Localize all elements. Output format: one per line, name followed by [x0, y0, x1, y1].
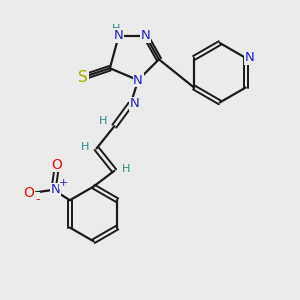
- Text: +: +: [59, 178, 69, 188]
- Text: -: -: [35, 193, 39, 206]
- Text: H: H: [122, 164, 130, 174]
- Text: N: N: [114, 29, 124, 42]
- Text: N: N: [133, 74, 143, 87]
- Text: S: S: [78, 70, 88, 85]
- Text: H: H: [99, 116, 107, 126]
- Text: N: N: [141, 29, 150, 42]
- Text: O: O: [24, 186, 34, 200]
- Text: H: H: [81, 142, 89, 152]
- Text: O: O: [51, 158, 62, 172]
- Text: N: N: [244, 51, 254, 64]
- Text: N: N: [129, 98, 139, 110]
- Text: N: N: [51, 183, 61, 196]
- Text: H: H: [112, 24, 121, 34]
